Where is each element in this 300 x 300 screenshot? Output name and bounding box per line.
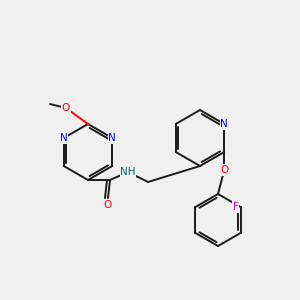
Text: N: N (60, 133, 68, 143)
Text: F: F (232, 202, 238, 212)
Text: N: N (108, 133, 116, 143)
Text: O: O (220, 165, 228, 175)
Text: NH: NH (120, 167, 136, 177)
Text: O: O (104, 200, 112, 210)
Text: O: O (62, 103, 70, 113)
Text: N: N (220, 119, 228, 129)
